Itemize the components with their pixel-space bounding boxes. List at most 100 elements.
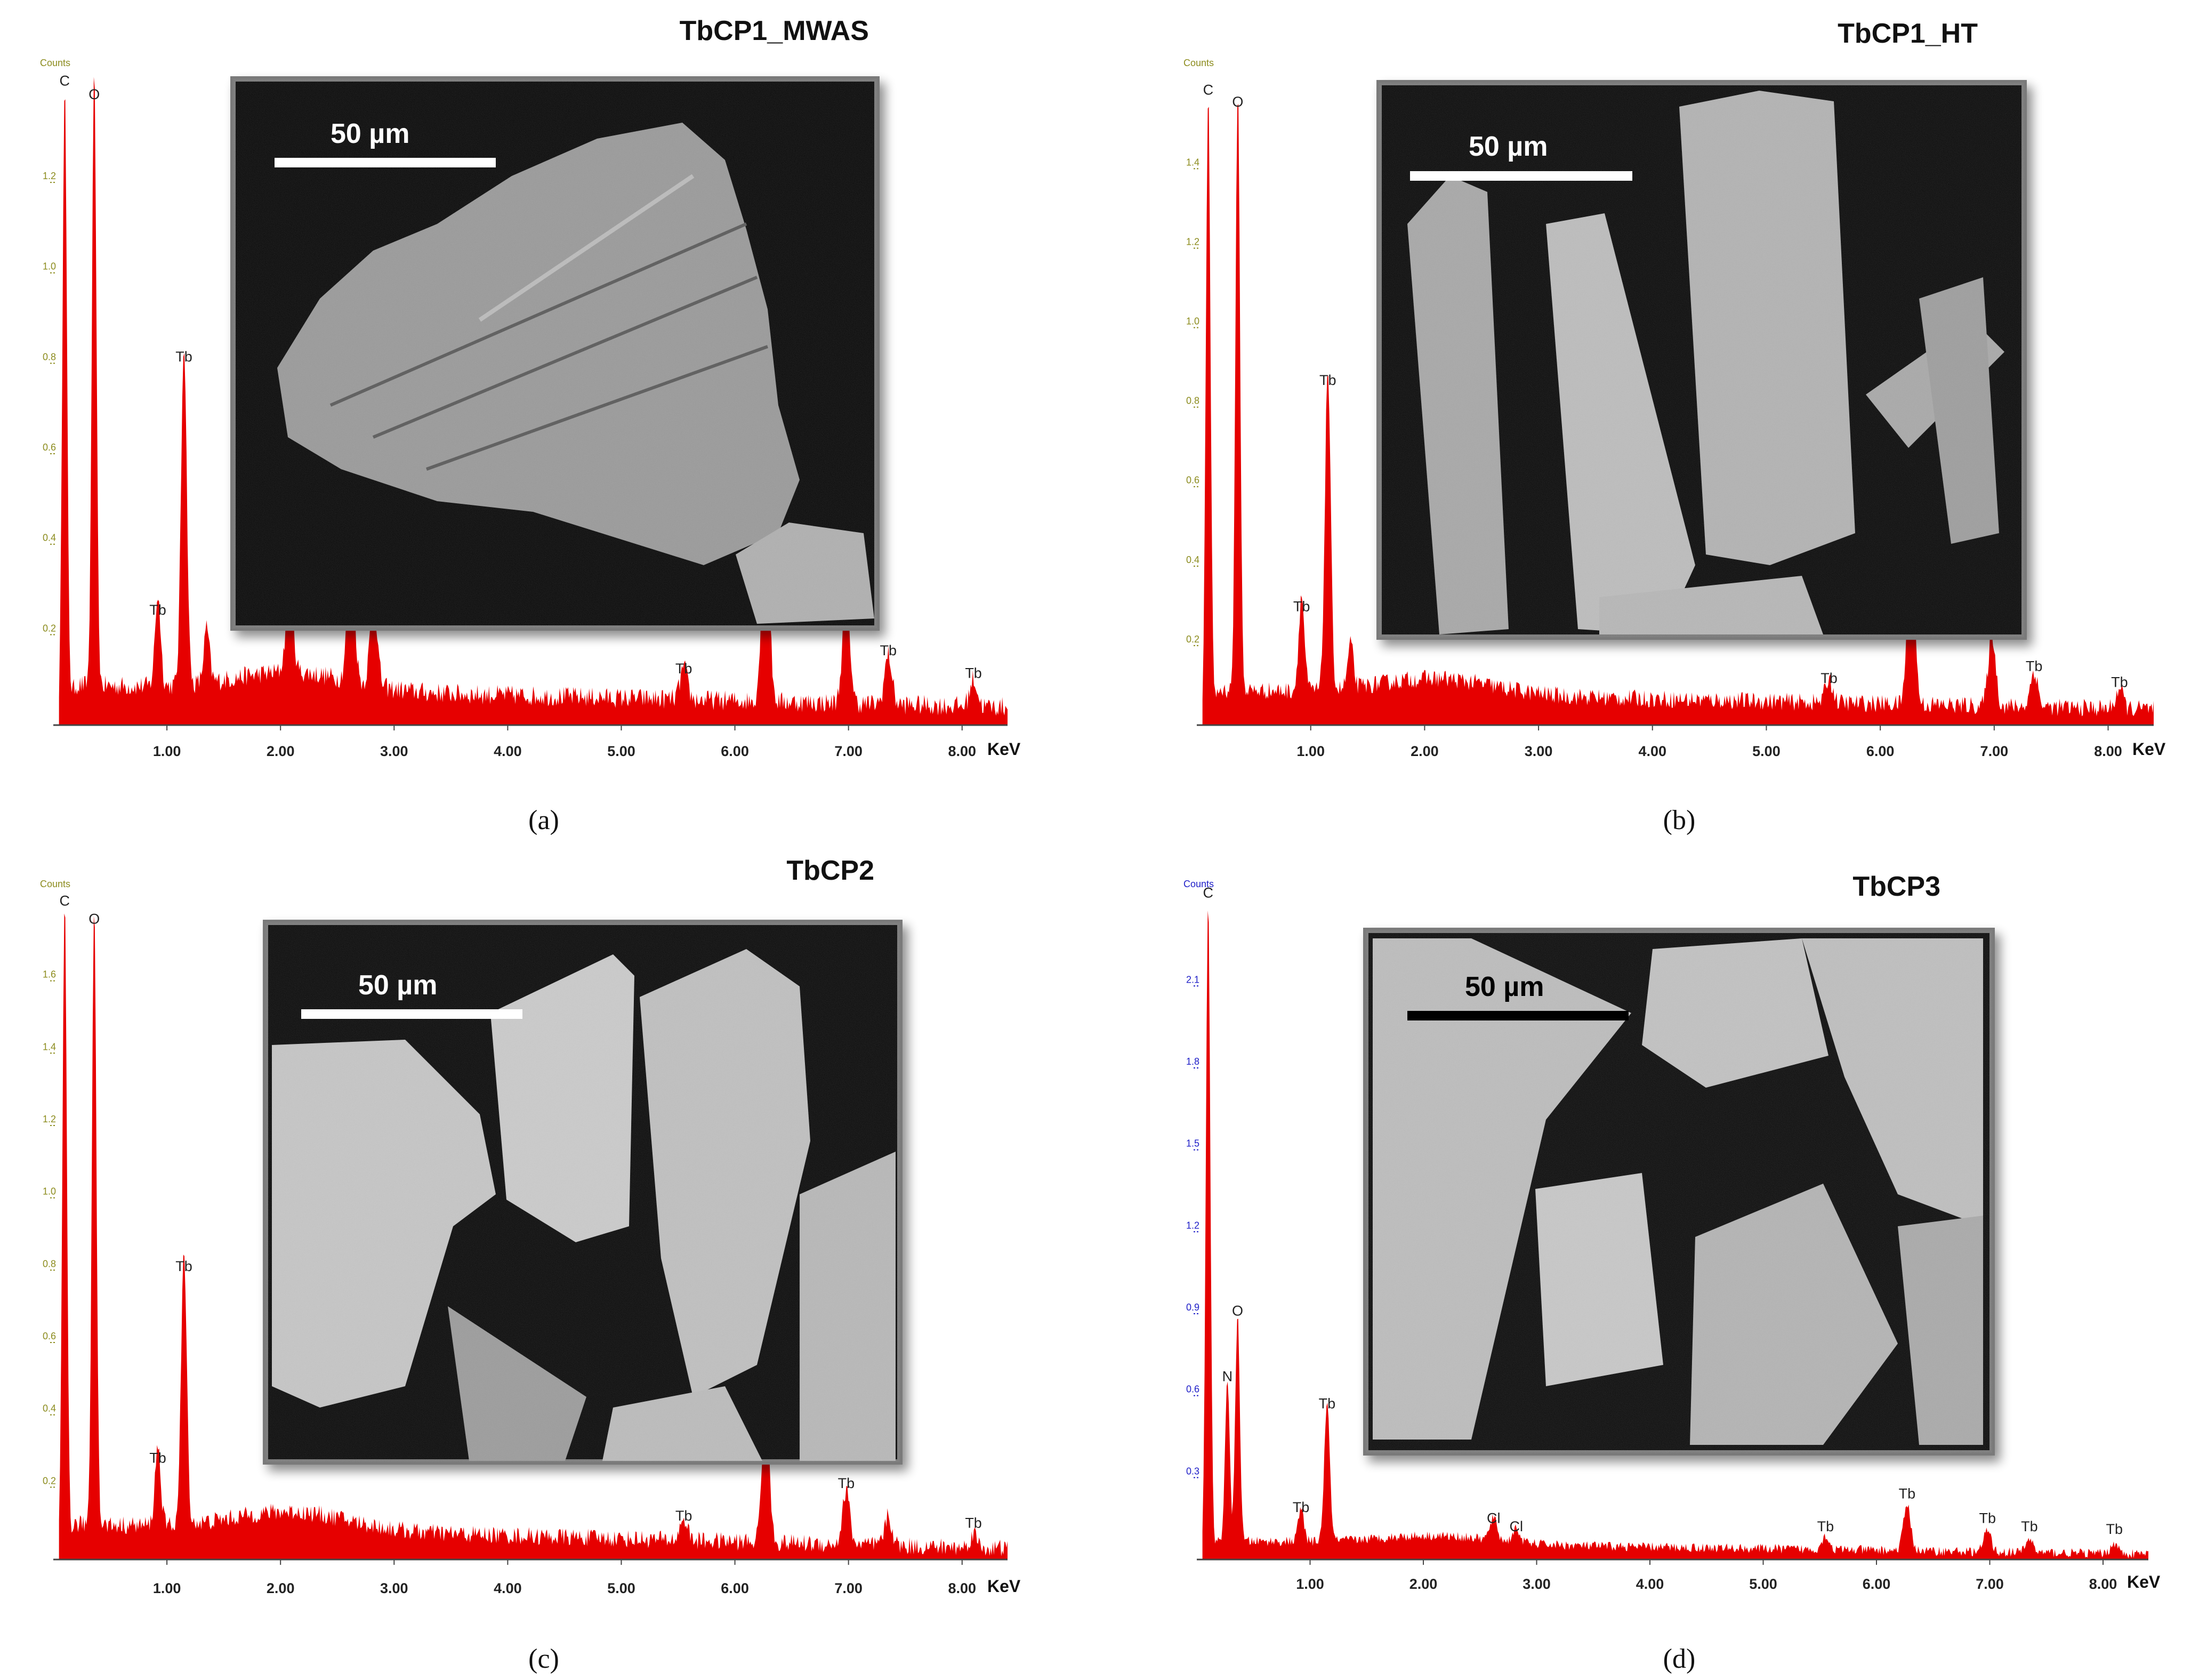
sem-noise-d: [1366, 930, 1992, 1453]
y-tick-label-c-6: 1.4: [43, 1041, 56, 1052]
spectrum-area-a: [59, 77, 1008, 725]
panel-title-b: TbCP1_HT: [1838, 18, 1978, 49]
peak-label-a-0: C: [60, 73, 70, 89]
panel-title-a: TbCP1_MWAS: [680, 15, 869, 46]
peak-label-d-6: Cl: [1510, 1518, 1524, 1534]
panel-title-d: TbCP3: [1852, 871, 1940, 902]
peak-label-c-2: Tb: [149, 1450, 166, 1466]
x-tick-label-b-6: 7.00: [1980, 743, 2009, 759]
x-tick-label-c-6: 7.00: [834, 1580, 863, 1596]
y-tick-label-b-0: 0.2: [1186, 634, 1199, 645]
panel-c: 1.00 2.00 3.00 4.00 5.00 6.00 7.00 8.00 KeV Count…: [40, 855, 1021, 1674]
x-tick-label-b-3: 4.00: [1638, 743, 1666, 759]
y-tick-label-c-5: 1.2: [43, 1114, 56, 1124]
y-label-d: Counts: [1183, 879, 1214, 889]
peak-label-d-2: O: [1232, 1303, 1243, 1319]
y-tick-label-a-3: 0.8: [43, 351, 56, 362]
peak-label-d-9: Tb: [1979, 1510, 1996, 1526]
x-unit-a: KeV: [987, 739, 1021, 759]
caption-d: (d): [1663, 1644, 1696, 1674]
y-tick-label-d-3: 1.2: [1186, 1220, 1199, 1231]
caption-c: (c): [528, 1644, 559, 1674]
y-tick-label-b-1: 0.4: [1186, 554, 1199, 565]
peak-label-b-0: C: [1203, 82, 1214, 98]
panel-b: 1.00 2.00 3.00 4.00 5.00 6.00 7.00 8.00 KeV Count…: [1183, 18, 2166, 835]
peak-label-b-8: Tb: [2026, 658, 2043, 674]
scale-label-d: 50 µm: [1465, 971, 1544, 1002]
peak-label-a-1: O: [88, 86, 100, 102]
x-tick-label-c-4: 5.00: [607, 1580, 635, 1596]
peak-label-b-1: O: [1232, 94, 1243, 110]
scale-label-b: 50 µm: [1469, 131, 1548, 162]
peak-label-d-3: Tb: [1293, 1499, 1310, 1515]
x-tick-label-c-0: 1.00: [153, 1580, 181, 1596]
x-tick-label-d-6: 7.00: [1976, 1576, 2004, 1592]
spectrum-group-c: 1.00 2.00 3.00 4.00 5.00 6.00 7.00 8.00 KeV Count…: [40, 879, 1021, 1596]
peak-label-a-3: Tb: [175, 349, 192, 365]
inset-b: 50 µm: [1376, 80, 2027, 640]
x-tick-label-d-2: 3.00: [1523, 1576, 1551, 1592]
x-tick-label-a-3: 4.00: [494, 743, 522, 759]
x-tick-label-d-0: 1.00: [1296, 1576, 1324, 1592]
panel-title-c: TbCP2: [786, 855, 874, 886]
peak-label-d-7: Tb: [1817, 1518, 1834, 1534]
peak-label-b-9: Tb: [2111, 674, 2128, 690]
sem-noise-a: [233, 79, 877, 628]
y-tick-label-a-1: 0.4: [43, 533, 56, 543]
x-tick-label-c-7: 8.00: [948, 1580, 976, 1596]
spectrum-group-d: 1.00 2.00 3.00 4.00 5.00 6.00 7.00 8.00 KeV Count…: [1183, 879, 2161, 1592]
x-tick-label-b-0: 1.00: [1296, 743, 1325, 759]
y-tick-label-b-2: 0.6: [1186, 475, 1199, 486]
caption-b: (b): [1663, 805, 1696, 835]
x-tick-label-a-4: 5.00: [607, 743, 635, 759]
peak-label-d-0: C: [1203, 885, 1214, 901]
y-tick-label-d-4: 1.5: [1186, 1138, 1199, 1149]
peak-label-d-10: Tb: [2021, 1518, 2038, 1534]
x-unit-b: KeV: [2132, 739, 2166, 759]
x-tick-label-a-5: 6.00: [721, 743, 749, 759]
peak-label-c-1: O: [88, 911, 100, 927]
scale-label-c: 50 µm: [358, 970, 437, 1001]
x-tick-label-d-4: 5.00: [1749, 1576, 1777, 1592]
peak-label-a-8: Tb: [675, 661, 692, 677]
x-tick-label-c-5: 6.00: [721, 1580, 749, 1596]
x-tick-label-b-7: 8.00: [2094, 743, 2122, 759]
peak-label-d-1: N: [1222, 1368, 1233, 1384]
y-tick-label-c-2: 0.6: [43, 1331, 56, 1341]
y-label-c: Counts: [40, 879, 70, 889]
y-tick-label-c-7: 1.6: [43, 969, 56, 980]
x-unit-c: KeV: [987, 1577, 1021, 1596]
x-tick-label-d-5: 6.00: [1863, 1576, 1891, 1592]
panel-a: 1.00 2.00 3.00 4.00 5.00 6.00 7.00 8.00 KeV Count…: [40, 15, 1021, 835]
peak-label-a-12: Tb: [965, 665, 982, 681]
y-tick-label-b-3: 0.8: [1186, 396, 1199, 406]
y-tick-label-a-4: 1.0: [43, 261, 56, 272]
x-tick-label-b-1: 2.00: [1411, 743, 1439, 759]
panel-d: 1.00 2.00 3.00 4.00 5.00 6.00 7.00 8.00 KeV Count…: [1183, 871, 2161, 1674]
sem-noise-c: [265, 922, 900, 1462]
peak-label-d-4: Tb: [1319, 1396, 1336, 1412]
x-tick-label-c-2: 3.00: [380, 1580, 408, 1596]
x-tick-label-a-0: 1.00: [153, 743, 181, 759]
x-tick-label-c-1: 2.00: [267, 1580, 295, 1596]
y-label-b: Counts: [1183, 58, 1214, 68]
peak-label-d-8: Tb: [1899, 1486, 1916, 1502]
y-tick-label-b-6: 1.4: [1186, 157, 1199, 167]
x-tick-label-a-1: 2.00: [267, 743, 295, 759]
x-tick-label-a-6: 7.00: [834, 743, 863, 759]
peak-label-b-3: Tb: [1319, 372, 1336, 388]
inset-c: 50 µm: [263, 920, 903, 1465]
y-tick-label-d-5: 1.8: [1186, 1056, 1199, 1067]
peak-label-d-11: Tb: [2106, 1521, 2123, 1537]
inset-a: 50 µm: [230, 76, 880, 631]
peak-label-b-5: Tb: [1821, 670, 1838, 686]
peak-label-a-11: Tb: [880, 642, 897, 658]
caption-a: (a): [528, 805, 559, 835]
peak-label-d-5: Cl: [1487, 1510, 1501, 1526]
y-tick-label-b-4: 1.0: [1186, 316, 1199, 327]
x-tick-label-b-4: 5.00: [1752, 743, 1781, 759]
y-tick-label-a-2: 0.6: [43, 442, 56, 453]
x-tick-label-a-7: 8.00: [948, 743, 976, 759]
